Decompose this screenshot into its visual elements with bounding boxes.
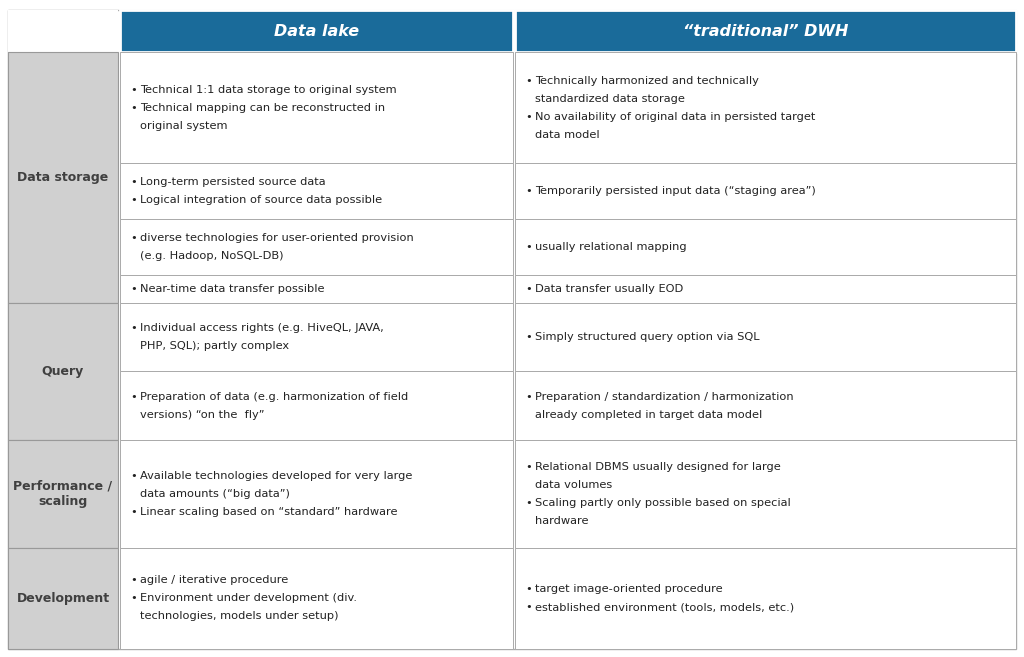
Text: original system: original system — [140, 121, 227, 131]
Text: Development: Development — [16, 592, 110, 604]
Text: versions) “on the  fly”: versions) “on the fly” — [140, 410, 264, 420]
Bar — [515, 52, 1016, 164]
Bar — [120, 275, 513, 303]
Text: •: • — [130, 507, 137, 517]
Text: Preparation of data (e.g. harmonization of field: Preparation of data (e.g. harmonization … — [140, 392, 409, 401]
Bar — [120, 164, 513, 219]
Bar — [515, 440, 1016, 547]
Text: Linear scaling based on “standard” hardware: Linear scaling based on “standard” hardw… — [140, 507, 397, 517]
Text: hardware: hardware — [535, 516, 589, 526]
Text: Available technologies developed for very large: Available technologies developed for ver… — [140, 471, 413, 481]
Text: •: • — [525, 462, 531, 472]
Text: •: • — [130, 233, 137, 243]
Text: •: • — [525, 112, 531, 122]
Text: •: • — [130, 284, 137, 294]
Text: usually relational mapping: usually relational mapping — [535, 242, 687, 252]
Text: data model: data model — [535, 129, 600, 140]
Text: •: • — [130, 392, 137, 401]
Bar — [120, 10, 513, 52]
Text: •: • — [525, 187, 531, 196]
Text: Individual access rights (e.g. HiveQL, JAVA,: Individual access rights (e.g. HiveQL, J… — [140, 323, 384, 333]
Text: established environment (tools, models, etc.): established environment (tools, models, … — [535, 602, 795, 612]
Text: Technical 1:1 data storage to original system: Technical 1:1 data storage to original s… — [140, 85, 396, 95]
Text: already completed in target data model: already completed in target data model — [535, 410, 762, 420]
Text: •: • — [130, 177, 137, 187]
Text: •: • — [130, 323, 137, 333]
Bar — [8, 440, 118, 547]
Text: Near-time data transfer possible: Near-time data transfer possible — [140, 284, 325, 294]
Text: •: • — [525, 284, 531, 294]
Text: (e.g. Hadoop, NoSQL-DB): (e.g. Hadoop, NoSQL-DB) — [140, 251, 284, 261]
Bar — [515, 547, 1016, 649]
Text: Preparation / standardization / harmonization: Preparation / standardization / harmoniz… — [535, 392, 794, 401]
Text: •: • — [130, 102, 137, 113]
Text: agile / iterative procedure: agile / iterative procedure — [140, 576, 288, 585]
Bar — [120, 52, 513, 164]
Text: “traditional” DWH: “traditional” DWH — [683, 24, 848, 39]
Text: Long-term persisted source data: Long-term persisted source data — [140, 177, 326, 187]
Text: data amounts (“big data”): data amounts (“big data”) — [140, 489, 290, 499]
Text: No availability of original data in persisted target: No availability of original data in pers… — [535, 112, 815, 122]
Text: Query: Query — [42, 365, 84, 378]
Bar — [120, 371, 513, 440]
Text: •: • — [130, 471, 137, 481]
Text: Logical integration of source data possible: Logical integration of source data possi… — [140, 195, 382, 205]
Text: •: • — [525, 392, 531, 401]
Bar — [515, 275, 1016, 303]
Text: Technical mapping can be reconstructed in: Technical mapping can be reconstructed i… — [140, 102, 385, 113]
Text: data volumes: data volumes — [535, 480, 612, 489]
Text: Data storage: Data storage — [17, 171, 109, 184]
Bar — [515, 10, 1016, 52]
Text: Simply structured query option via SQL: Simply structured query option via SQL — [535, 332, 760, 342]
Text: technologies, models under setup): technologies, models under setup) — [140, 611, 339, 622]
Text: Technically harmonized and technically: Technically harmonized and technically — [535, 76, 759, 85]
Bar — [515, 303, 1016, 371]
Text: Data transfer usually EOD: Data transfer usually EOD — [535, 284, 683, 294]
Text: •: • — [525, 76, 531, 85]
Text: standardized data storage: standardized data storage — [535, 94, 685, 104]
Bar — [8, 547, 118, 649]
Text: Scaling partly only possible based on special: Scaling partly only possible based on sp… — [535, 498, 791, 508]
Bar — [120, 219, 513, 275]
Text: Temporarily persisted input data (“staging area”): Temporarily persisted input data (“stagi… — [535, 187, 816, 196]
Bar — [515, 164, 1016, 219]
Text: •: • — [130, 195, 137, 205]
Bar — [120, 440, 513, 547]
Text: •: • — [525, 602, 531, 612]
Text: Data lake: Data lake — [274, 24, 359, 39]
Bar — [515, 371, 1016, 440]
Bar — [120, 547, 513, 649]
Text: target image-oriented procedure: target image-oriented procedure — [535, 584, 723, 594]
Text: Performance /
scaling: Performance / scaling — [13, 480, 113, 508]
Text: Relational DBMS usually designed for large: Relational DBMS usually designed for lar… — [535, 462, 780, 472]
Bar — [8, 303, 118, 440]
Bar — [8, 52, 118, 303]
Text: •: • — [130, 593, 137, 603]
Text: PHP, SQL); partly complex: PHP, SQL); partly complex — [140, 341, 289, 351]
Text: •: • — [130, 576, 137, 585]
Text: •: • — [525, 584, 531, 594]
Bar — [515, 219, 1016, 275]
Text: •: • — [130, 85, 137, 95]
Text: •: • — [525, 242, 531, 252]
Text: diverse technologies for user-oriented provision: diverse technologies for user-oriented p… — [140, 233, 414, 243]
Bar — [8, 10, 118, 52]
Text: •: • — [525, 498, 531, 508]
Bar — [120, 303, 513, 371]
Text: Environment under development (div.: Environment under development (div. — [140, 593, 357, 603]
Text: •: • — [525, 332, 531, 342]
